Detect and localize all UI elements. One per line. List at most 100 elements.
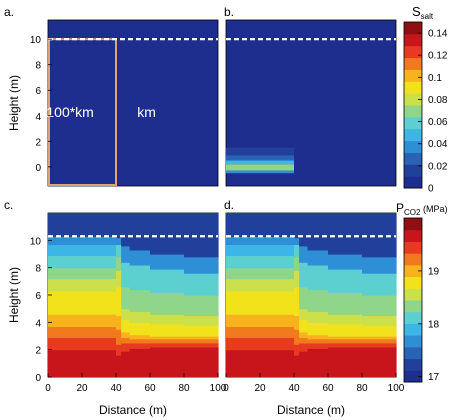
x-tick-label: 80 [178,383,190,394]
y-tick-label: 4 [35,318,41,329]
heatmap-band [150,342,185,348]
heatmap-band [362,315,397,326]
heatmap-band [121,262,131,288]
heatmap-band [362,256,397,274]
panel-c: c. 0 2 4 6 8 10 0 20 40 60 80 100 Height (m) Dista… [4,198,227,417]
heatmap-band [48,255,117,269]
heatmap-band [150,213,185,255]
heatmap-band [129,348,151,378]
heatmap-band [328,314,363,325]
x-tick-label: 0 [223,383,229,394]
heatmap-band [184,273,219,296]
heatmap-band [226,267,295,280]
colorbar-tick-label: 0.06 [428,117,448,128]
heatmap-cell [226,164,294,171]
heatmap-band [307,249,329,266]
colorbar-swatch [404,176,422,189]
heatmap-band [121,337,131,344]
heatmap-band [48,337,117,351]
heatmap-band [121,327,131,333]
heatmap-band [307,342,329,349]
colorbar-tick-label: 0.14 [428,29,448,40]
colorbar-frame [403,21,423,189]
colorbar-swatch [404,164,422,177]
heatmap-band [150,336,185,340]
heatmap-band [299,319,309,329]
colorbar-swatch [404,69,422,82]
y-tick-label: 2 [35,137,41,148]
colorbar-swatch [404,311,422,324]
heatmap-band [299,286,309,310]
heatmap-band [328,338,363,344]
heatmap-band [362,325,397,334]
heatmap-band [121,342,131,352]
y-tick-label: 6 [35,291,41,302]
heatmap-band [116,213,122,239]
colorbar-tick-label: 0.04 [428,139,448,150]
heatmap-band [294,213,300,239]
heatmap-band [362,346,397,378]
heatmap-band [184,315,219,326]
heatmap-band [184,336,219,340]
heatmap-band [328,336,363,340]
heatmap-band [294,329,300,345]
heatmap-band [362,333,397,337]
heatmap-band [150,331,185,337]
colorbar-swatch [404,288,422,301]
heatmap-band [129,330,151,336]
x-tick-label: 40 [110,383,122,394]
panel-d: d. 0 20 40 60 80 100 Distance (m) [223,198,405,417]
heatmap-band [226,290,295,304]
heatmap-band [116,237,122,246]
heatmap-band [307,311,329,323]
colorbar-swatch [404,229,422,242]
colorbar-tick-label: 0.1 [428,73,442,84]
x-tick-label: 60 [322,383,334,394]
heatmap-band [294,244,300,258]
heatmap-band [362,342,397,348]
heatmap-band [299,308,309,321]
heatmap-band [116,344,122,356]
heatmap-band [294,270,300,288]
heatmap-cell [226,160,294,165]
colorbar-swatch [404,253,422,266]
heatmap-band [184,333,219,337]
colorbar-salt: Ssalt 0 0.02 0.04 0.06 0.08 0.1 0.12 0.14 [403,4,448,195]
y-tick-label: 10 [30,236,42,247]
heatmap-band [184,256,219,274]
heatmap-band [116,244,122,258]
heatmap-band [116,256,122,271]
heatmap-band [121,245,131,263]
heatmap-band [184,338,219,344]
annotation-km: km [137,104,156,120]
heatmap-band [299,331,309,338]
heatmap-cell [226,170,294,174]
heatmap-band [121,213,131,247]
heatmap-band [150,338,185,344]
heatmap-band [121,319,131,329]
heatmap-band [48,349,117,378]
heatmap-band [121,286,131,310]
x-tick-label: 40 [288,383,300,394]
heatmap-band [116,315,122,330]
colorbar-swatch [404,218,422,231]
x-tick-label: 80 [356,383,368,394]
heatmap-band [226,236,295,246]
heatmap-band [48,314,117,328]
colorbar-swatch [404,93,422,106]
heatmap-band [129,213,151,251]
heatmap-band [294,315,300,330]
heatmap-band [328,269,363,293]
heatmap-band [307,348,329,378]
y-tick-label: 6 [35,86,41,97]
heatmap-band [116,329,122,345]
heatmap-band [129,264,151,291]
y-axis-label-a: Height (m) [7,75,21,131]
colorbar-swatch [404,81,422,94]
heatmap-band [294,256,300,271]
colorbar-tick-label: 17 [428,372,440,383]
panel-a: a. 100*km km 0 2 4 6 8 10 Height (m) [4,5,219,187]
heatmap-band [116,301,122,317]
heatmap-band [307,322,329,332]
